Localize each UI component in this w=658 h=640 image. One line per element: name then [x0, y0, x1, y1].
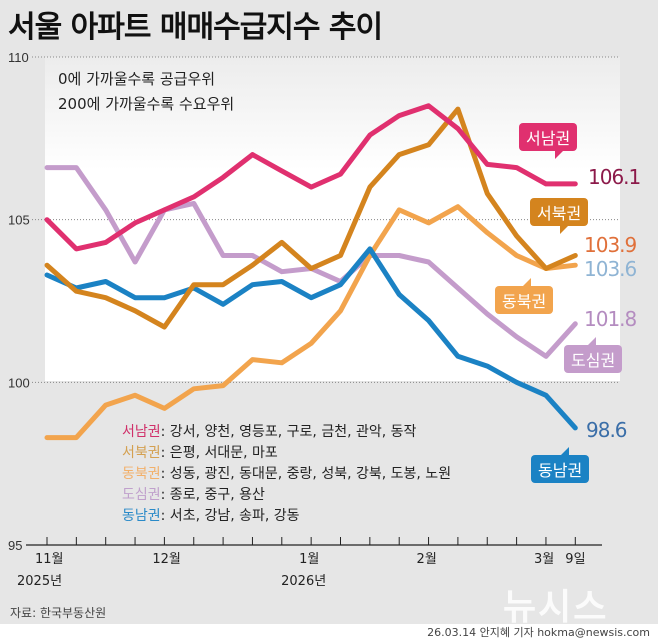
region-districts: : 서초, 강남, 송파, 강동 — [160, 508, 300, 524]
note-supply: 0에 가까울수록 공급우위 — [58, 70, 216, 88]
end-value-seobuk: 103.9 — [584, 233, 637, 257]
end-value-dongbuk: 103.6 — [584, 257, 637, 281]
end-value-dongnam: 98.6 — [586, 418, 628, 442]
x-year-label: 2026년 — [281, 574, 326, 589]
end-value-seonam: 106.1 — [588, 165, 641, 189]
region-row-dongnam: 동남권: 서초, 강남, 송파, 강동 — [122, 506, 451, 527]
y-tick-label: 105 — [8, 213, 30, 228]
note-demand: 200에 가까울수록 수요우위 — [58, 95, 235, 113]
y-tick-label: 95 — [8, 538, 22, 553]
region-name: 동남권 — [122, 508, 161, 524]
region-row-dosim: 도심권: 종로, 중구, 용산 — [122, 485, 451, 506]
legend-callout-seobuk: 서북권 — [530, 198, 589, 234]
legend-callout-dongnam: 동남권 — [531, 447, 590, 483]
region-districts: : 은평, 서대문, 마포 — [160, 445, 278, 461]
region-row-seonam: 서남권: 강서, 양천, 영등포, 구로, 금천, 관악, 동작 — [122, 422, 451, 443]
legend-callout-seonam: 서남권 — [519, 123, 578, 159]
plot-background — [45, 57, 320, 381]
region-name: 동북권 — [122, 466, 161, 482]
chart-title: 서울 아파트 매매수급지수 추이 — [8, 10, 383, 45]
x-tick-label: 12월 — [152, 552, 181, 567]
source-note: 자료: 한국부동산원 — [10, 606, 107, 620]
x-year-label: 2025년 — [17, 574, 62, 589]
x-tick-label: 1월 — [299, 552, 319, 567]
x-tick-label: 9일 — [565, 552, 585, 567]
region-name: 도심권 — [122, 487, 161, 503]
end-value-dosim: 101.8 — [584, 307, 637, 331]
region-name: 서남권 — [122, 424, 161, 440]
region-row-seobuk: 서북권: 은평, 서대문, 마포 — [122, 443, 451, 464]
region-districts: : 강서, 양천, 영등포, 구로, 금천, 관악, 동작 — [160, 424, 417, 440]
x-tick-label: 11월 — [35, 552, 64, 567]
legend-callout-dosim: 도심권 — [564, 337, 623, 373]
x-tick-label: 2월 — [417, 552, 437, 567]
legend-callout-dongbuk: 동북권 — [495, 278, 554, 314]
y-tick-label: 100 — [8, 375, 30, 390]
x-tick-label: 3월 — [534, 552, 554, 567]
region-legend: 서남권: 강서, 양천, 영등포, 구로, 금천, 관악, 동작 서북권: 은평… — [122, 422, 451, 527]
region-name: 서북권 — [122, 445, 161, 461]
region-districts: : 종로, 중구, 용산 — [160, 487, 265, 503]
credit-line: 26.03.14 안지혜 기자 hokma@newsis.com — [427, 626, 650, 639]
y-tick-label: 110 — [8, 50, 29, 65]
newsis-logo: 뉴시스 — [503, 587, 609, 628]
region-row-dongbuk: 동북권: 성동, 광진, 동대문, 중랑, 성북, 강북, 도봉, 노원 — [122, 464, 451, 485]
region-districts: : 성동, 광진, 동대문, 중랑, 성북, 강북, 도봉, 노원 — [160, 466, 452, 482]
